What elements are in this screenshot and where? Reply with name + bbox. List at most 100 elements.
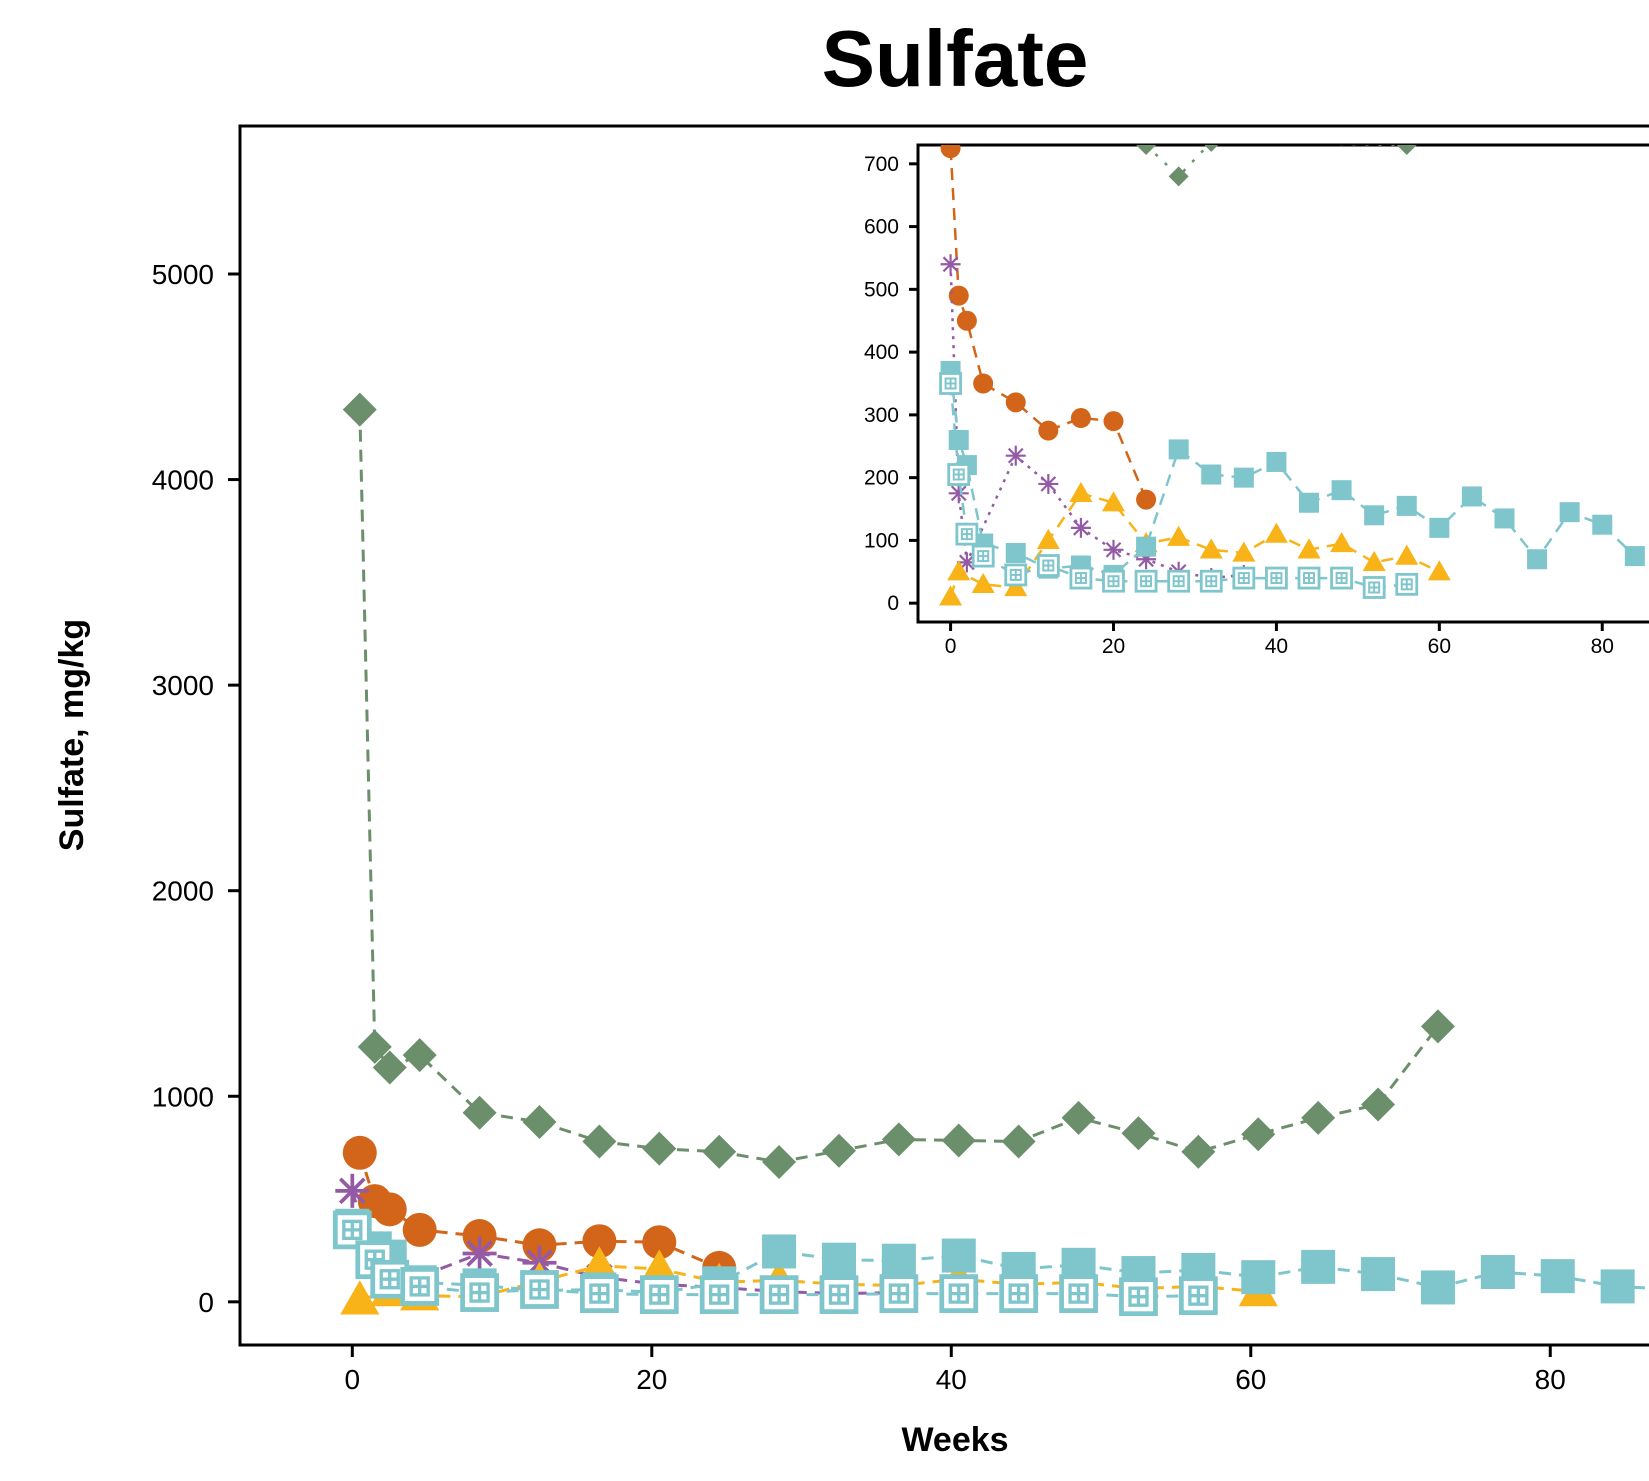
inset-data-point — [1232, 541, 1256, 562]
main-data-point — [1241, 1260, 1276, 1295]
main-y-tick-label: 5000 — [152, 259, 214, 290]
inset-data-point — [1396, 145, 1417, 155]
inset-data-point — [940, 254, 961, 275]
main-data-point — [372, 1192, 407, 1227]
inset-data-point-stroke — [942, 256, 959, 273]
inset-y-tick-label: 200 — [864, 467, 899, 490]
inset-x-tick-label: 80 — [1591, 635, 1614, 658]
main-data-point-box — [1178, 1276, 1218, 1316]
inset-data-point — [1299, 492, 1319, 513]
inset-data-point — [1297, 566, 1321, 590]
inset-data-point — [971, 544, 995, 568]
main-data-point — [402, 1038, 437, 1073]
main-data-point-box — [1059, 1274, 1098, 1313]
inset-data-point — [1331, 480, 1352, 501]
main-y-tick-label: 2000 — [152, 876, 214, 907]
inset-data-point — [1070, 408, 1091, 429]
main-data-point — [941, 1238, 976, 1273]
inset-data-point — [948, 285, 969, 306]
inset-data-point — [1395, 572, 1419, 596]
inset-data-point — [1396, 495, 1417, 516]
inset-data-point — [1038, 420, 1059, 441]
main-data-point — [522, 1104, 557, 1139]
main-data-point — [642, 1131, 677, 1166]
main-data-point — [999, 1274, 1039, 1313]
main-data-point — [1001, 1124, 1036, 1159]
inset-series-circle — [940, 145, 1157, 510]
main-data-point — [1178, 1276, 1218, 1316]
inset-x-tick-label: 40 — [1265, 635, 1288, 658]
inset-data-point — [948, 429, 969, 450]
inset-data-point — [1429, 517, 1450, 538]
inset-data-point-stroke — [950, 485, 967, 502]
inset-data-point — [1330, 532, 1354, 553]
main-data-point — [1480, 1255, 1515, 1290]
main-data-point — [762, 1234, 797, 1269]
inset-data-point — [1494, 508, 1515, 529]
inset-data-point — [1036, 528, 1060, 550]
inset-data-point — [947, 560, 971, 581]
inset-data-point — [955, 522, 979, 546]
inset-data-point — [1199, 538, 1223, 559]
main-data-point — [639, 1249, 679, 1284]
main-data-point — [1119, 1277, 1158, 1317]
inset-data-point — [1232, 566, 1256, 590]
inset-y-tick-label: 300 — [864, 404, 899, 427]
inset-data-point — [1136, 536, 1157, 557]
main-data-point — [1061, 1100, 1096, 1135]
main-series-open-square — [332, 1210, 1218, 1317]
main-x-tick-label: 20 — [636, 1364, 667, 1395]
main-data-point — [582, 1224, 617, 1259]
main-data-point — [1121, 1116, 1156, 1151]
inset-data-point — [1427, 560, 1451, 581]
main-data-point — [357, 1029, 392, 1064]
main-data-point — [1600, 1269, 1635, 1304]
main-data-point — [881, 1122, 916, 1157]
inset-data-point — [1005, 542, 1026, 563]
inset-y-tick-label: 400 — [864, 341, 899, 364]
main-x-tick-label: 40 — [936, 1364, 967, 1395]
inset-data-point — [1265, 566, 1288, 590]
main-data-point — [1420, 1270, 1455, 1305]
inset-data-point — [973, 373, 994, 394]
main-data-point — [941, 1123, 976, 1158]
main-data-point — [1059, 1274, 1098, 1313]
main-data-point-stroke — [466, 1240, 493, 1267]
inset-data-point-stroke — [1073, 520, 1089, 536]
inset-data-point — [1266, 451, 1287, 472]
main-data-point — [699, 1275, 739, 1315]
inset-data-point — [1592, 514, 1613, 535]
inset-data-point — [1136, 145, 1157, 155]
main-data-point — [819, 1275, 859, 1315]
main-data-point — [460, 1273, 499, 1312]
main-data-point — [821, 1133, 856, 1168]
main-y-tick-label: 3000 — [152, 670, 214, 701]
main-series-circle — [342, 1135, 737, 1285]
inset-data-point — [1201, 464, 1222, 485]
inset-series-open-square — [939, 372, 1419, 599]
main-data-point — [759, 1275, 799, 1315]
main-data-point — [579, 1246, 619, 1281]
main-data-point-box — [699, 1275, 739, 1315]
inset-data-point — [939, 585, 963, 606]
main-data-point — [462, 1095, 497, 1130]
main-data-point — [1540, 1259, 1575, 1294]
main-x-tick-label: 0 — [345, 1364, 361, 1395]
main-data-point — [881, 1243, 916, 1278]
inset-data-point — [971, 572, 995, 593]
inset-y-tick-label: 600 — [864, 216, 899, 239]
inset-data-point — [948, 483, 969, 504]
main-data-point — [1361, 1257, 1396, 1292]
inset-data-point — [1204, 145, 1219, 152]
main-data-point — [580, 1274, 619, 1313]
inset-data-point-stroke — [1040, 476, 1057, 492]
main-y-tick-label: 1000 — [152, 1081, 214, 1112]
inset-data-point — [1168, 166, 1189, 187]
main-data-point — [639, 1275, 679, 1315]
inset-series-diamond — [1136, 145, 1417, 187]
inset-data-point — [1103, 411, 1124, 432]
main-data-point — [342, 392, 377, 427]
inset-data-point — [1297, 538, 1321, 559]
main-data-point — [702, 1134, 737, 1169]
